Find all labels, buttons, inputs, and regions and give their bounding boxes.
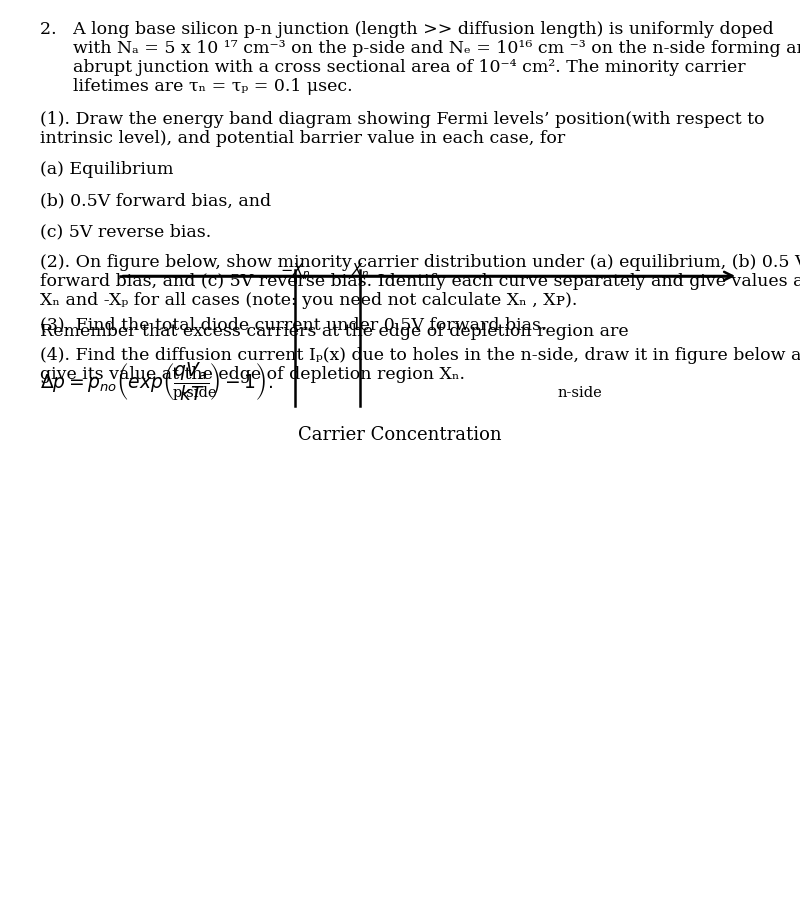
Text: give its value at the edge of depletion region Xₙ.: give its value at the edge of depletion … bbox=[40, 366, 465, 383]
Text: intrinsic level), and potential barrier value in each case, for: intrinsic level), and potential barrier … bbox=[40, 130, 566, 147]
Text: (a) Equilibrium: (a) Equilibrium bbox=[40, 161, 174, 178]
Text: $\Delta p = p_{no}\left(\mathit{exp}\left(\dfrac{qV_a}{kT}\right) - 1\right).$: $\Delta p = p_{no}\left(\mathit{exp}\lef… bbox=[40, 360, 273, 403]
Text: (2). On figure below, show minority carrier distribution under (a) equilibrium, : (2). On figure below, show minority carr… bbox=[40, 254, 800, 271]
Text: lifetimes are τₙ = τₚ = 0.1 μsec.: lifetimes are τₙ = τₚ = 0.1 μsec. bbox=[40, 78, 353, 95]
Text: (4). Find the diffusion current Iₚ(x) due to holes in the n-side, draw it in fig: (4). Find the diffusion current Iₚ(x) du… bbox=[40, 347, 800, 364]
Text: $X_n$: $X_n$ bbox=[350, 261, 370, 279]
Text: n-side: n-side bbox=[558, 386, 602, 400]
Text: Remember that excess carriers at the edge of depletion region are: Remember that excess carriers at the edg… bbox=[40, 323, 629, 340]
Text: $-X_p$: $-X_p$ bbox=[280, 261, 310, 281]
Text: (b) 0.5V forward bias, and: (b) 0.5V forward bias, and bbox=[40, 192, 271, 209]
Text: p-side: p-side bbox=[173, 386, 218, 400]
Text: Carrier Concentration: Carrier Concentration bbox=[298, 426, 502, 444]
Text: abrupt junction with a cross sectional area of 10⁻⁴ cm². The minority carrier: abrupt junction with a cross sectional a… bbox=[40, 59, 746, 76]
Text: (c) 5V reverse bias.: (c) 5V reverse bias. bbox=[40, 223, 211, 240]
Text: forward bias, and (c) 5V reverse bias. Identify each curve separately and give v: forward bias, and (c) 5V reverse bias. I… bbox=[40, 273, 800, 290]
Text: Xₙ and -Xₚ for all cases (note: you need not calculate Xₙ , Xᴘ).: Xₙ and -Xₚ for all cases (note: you need… bbox=[40, 292, 578, 309]
Text: with Nₐ = 5 x 10 ¹⁷ cm⁻³ on the p-side and Nₑ = 10¹⁶ cm ⁻³ on the n-side forming: with Nₐ = 5 x 10 ¹⁷ cm⁻³ on the p-side a… bbox=[40, 40, 800, 57]
Text: (3). Find the total diode current under 0.5V forward bias.: (3). Find the total diode current under … bbox=[40, 316, 546, 333]
Text: 2.   A long base silicon p-n junction (length >> diffusion length) is uniformly : 2. A long base silicon p-n junction (len… bbox=[40, 21, 774, 38]
Text: (1). Draw the energy band diagram showing Fermi levels’ position(with respect to: (1). Draw the energy band diagram showin… bbox=[40, 111, 765, 128]
